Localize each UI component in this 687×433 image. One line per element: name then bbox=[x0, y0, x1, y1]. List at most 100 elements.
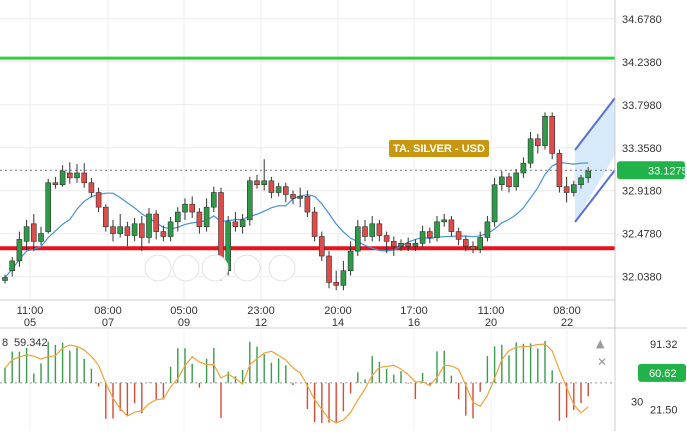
candle[interactable] bbox=[67, 162, 73, 184]
candle[interactable] bbox=[2, 274, 8, 284]
candle[interactable] bbox=[405, 237, 412, 252]
candle[interactable] bbox=[426, 227, 433, 244]
candle[interactable] bbox=[318, 231, 325, 261]
candle[interactable] bbox=[462, 235, 469, 252]
candle[interactable] bbox=[527, 131, 534, 169]
candle[interactable] bbox=[59, 165, 66, 187]
zoom-in-icon[interactable] bbox=[233, 254, 261, 282]
candle[interactable] bbox=[412, 239, 419, 252]
time-tick-time: 11:00 bbox=[478, 305, 505, 317]
candle[interactable] bbox=[282, 182, 289, 203]
candle[interactable] bbox=[211, 186, 217, 213]
candle[interactable] bbox=[578, 174, 584, 189]
osc-tick-label: 91.32 bbox=[650, 339, 678, 351]
candle[interactable] bbox=[506, 172, 512, 193]
candle[interactable] bbox=[520, 157, 527, 178]
candle[interactable] bbox=[139, 215, 145, 252]
candle-body-down bbox=[556, 153, 563, 187]
time-tick-day: 16 bbox=[408, 317, 420, 329]
candle[interactable] bbox=[434, 215, 440, 242]
candle[interactable] bbox=[390, 236, 397, 257]
candle[interactable] bbox=[441, 214, 448, 227]
candle-body-down bbox=[254, 180, 260, 185]
candle[interactable] bbox=[304, 190, 311, 217]
candle[interactable] bbox=[491, 177, 498, 227]
candle[interactable] bbox=[477, 231, 484, 254]
channel-upper-line[interactable] bbox=[574, 97, 616, 151]
candle[interactable] bbox=[239, 214, 246, 234]
channel-lower-line[interactable] bbox=[574, 169, 616, 223]
candle[interactable] bbox=[383, 231, 390, 254]
candle[interactable] bbox=[570, 180, 577, 197]
candle[interactable] bbox=[333, 270, 340, 291]
candle[interactable] bbox=[23, 219, 30, 251]
candle[interactable] bbox=[455, 227, 462, 246]
up-arrow-icon[interactable]: ▲ bbox=[596, 337, 605, 350]
candle[interactable] bbox=[254, 174, 260, 189]
candle[interactable] bbox=[275, 182, 282, 197]
scroll-right-icon[interactable] bbox=[268, 254, 296, 282]
candle[interactable] bbox=[74, 164, 80, 183]
candle[interactable] bbox=[484, 215, 491, 242]
candle[interactable] bbox=[326, 251, 332, 289]
candle[interactable] bbox=[297, 187, 304, 208]
candle[interactable] bbox=[362, 219, 368, 242]
candle[interactable] bbox=[470, 241, 476, 254]
current-price-value: 33.1275 bbox=[648, 165, 687, 177]
candle[interactable] bbox=[30, 214, 37, 252]
symbol-label[interactable]: TA. SILVER - USD bbox=[389, 140, 489, 157]
candle[interactable] bbox=[117, 214, 123, 238]
time-tick-time: 08:00 bbox=[553, 305, 581, 317]
candle[interactable] bbox=[203, 198, 210, 232]
zoom-out-icon[interactable] bbox=[172, 254, 200, 282]
candle[interactable] bbox=[498, 171, 505, 191]
candle[interactable] bbox=[81, 163, 87, 188]
candle[interactable] bbox=[534, 133, 541, 154]
candle[interactable] bbox=[175, 207, 181, 232]
close-icon[interactable]: ✕ bbox=[597, 355, 607, 369]
candle[interactable] bbox=[38, 226, 44, 246]
candle[interactable] bbox=[261, 159, 268, 191]
candle[interactable] bbox=[369, 215, 376, 242]
candle[interactable] bbox=[290, 190, 296, 205]
candle[interactable] bbox=[95, 187, 102, 213]
candle[interactable] bbox=[9, 257, 15, 277]
candle[interactable] bbox=[376, 219, 383, 242]
candle[interactable] bbox=[542, 112, 548, 150]
candle[interactable] bbox=[131, 217, 138, 242]
candle[interactable] bbox=[354, 219, 361, 257]
candle[interactable] bbox=[16, 231, 23, 267]
candle[interactable] bbox=[88, 177, 95, 198]
candle[interactable] bbox=[268, 176, 275, 199]
candle[interactable] bbox=[448, 215, 455, 237]
candle[interactable] bbox=[103, 204, 109, 232]
candle[interactable] bbox=[563, 176, 570, 203]
scroll-left-icon[interactable] bbox=[144, 254, 172, 282]
candle[interactable] bbox=[556, 149, 563, 193]
candle[interactable] bbox=[146, 208, 152, 244]
candle[interactable] bbox=[196, 208, 203, 234]
time-tick-time: 08:00 bbox=[94, 305, 122, 317]
reset-icon[interactable] bbox=[201, 254, 229, 282]
candle[interactable] bbox=[549, 112, 556, 160]
candle[interactable] bbox=[513, 169, 520, 191]
candle[interactable] bbox=[311, 207, 318, 242]
candle[interactable] bbox=[110, 219, 116, 242]
candle[interactable] bbox=[419, 225, 426, 248]
candle[interactable] bbox=[247, 176, 253, 226]
candle[interactable] bbox=[398, 239, 404, 252]
candle[interactable] bbox=[160, 225, 167, 242]
candle[interactable] bbox=[52, 176, 59, 189]
candle[interactable] bbox=[45, 178, 52, 234]
candle[interactable] bbox=[189, 196, 195, 218]
candle[interactable] bbox=[340, 260, 347, 291]
candle[interactable] bbox=[182, 198, 188, 220]
candle[interactable] bbox=[347, 241, 354, 276]
candle-body-down bbox=[67, 172, 73, 179]
candle[interactable] bbox=[153, 210, 159, 240]
candle[interactable] bbox=[124, 221, 131, 247]
candle[interactable] bbox=[167, 216, 174, 242]
candle[interactable] bbox=[585, 167, 592, 183]
candle[interactable] bbox=[232, 212, 239, 232]
